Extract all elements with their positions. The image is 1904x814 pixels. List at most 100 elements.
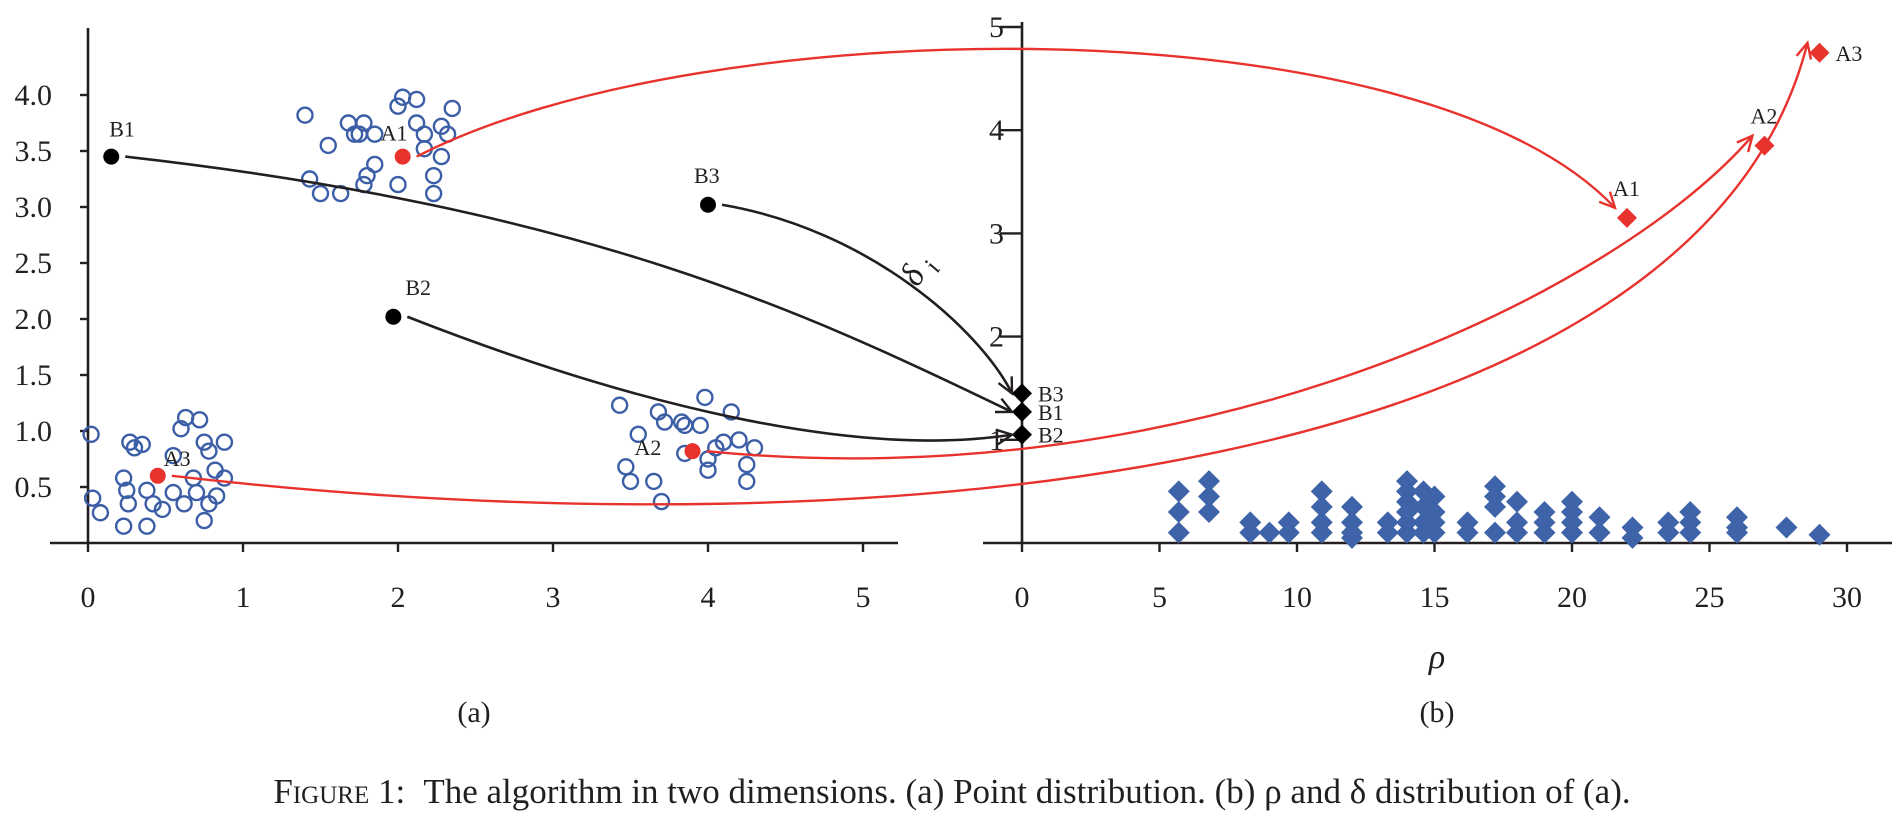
black-mapping-arrow (721, 203, 1014, 394)
panel-a-open-circle-point (331, 184, 350, 203)
delta-axis-title: δ i (893, 256, 947, 292)
panel-a-open-circle-point (621, 472, 640, 491)
panel-b-x-tick-label: 20 (1557, 581, 1587, 614)
caption-text: The algorithm in two dimensions. (a) Poi… (423, 772, 1630, 811)
panel-b-y-tick-label: 3 (989, 217, 1004, 250)
panel-b-diamond-point (1588, 506, 1611, 529)
panel-b-labeled-diamond (1809, 42, 1830, 63)
panel-a-point-label: B3 (694, 163, 720, 188)
panel-a-y-tick-label: 3.5 (15, 135, 53, 168)
panel-a-open-circle-point (82, 425, 100, 444)
panel-a-open-circle-point (138, 517, 156, 535)
panel-b-diamond-point (1198, 470, 1220, 493)
panel-a-open-circle-point (738, 455, 756, 474)
black-mapping-arrow (406, 315, 1013, 442)
panel-b-x-tick-label: 10 (1282, 581, 1312, 614)
panel-a-open-circle-point (118, 481, 136, 500)
panel-a-y-tick-label: 3.0 (15, 191, 53, 224)
panel-a-filled-point (684, 443, 701, 460)
panel-a-open-circle-point (672, 413, 691, 431)
panel-a-open-circle-point (300, 170, 319, 188)
panel-a-filled-point (149, 467, 166, 484)
mapping-arrows (125, 40, 1813, 506)
red-mapping-arrow (171, 42, 1809, 506)
panel-a-open-circle-point (121, 433, 139, 451)
panel-b-diamond-point (1657, 521, 1680, 544)
panel-a-filled-point (385, 308, 402, 325)
panel-a-open-circle-point (153, 500, 172, 519)
panel-b-x-axis-title: ρ (1428, 639, 1445, 676)
panel-b-point-label: A1 (1613, 176, 1640, 201)
panel-a-filled-point (103, 148, 120, 165)
panel-a-open-circle-point (389, 97, 407, 115)
panel-b-diamond-point (1484, 495, 1506, 518)
panel-b-diamond-point (1310, 480, 1333, 503)
panel-a-open-circle-point (407, 90, 426, 109)
panel-b-y-tick-label: 2 (989, 321, 1004, 354)
panel-a-open-circle-point (187, 483, 206, 502)
panel-a-open-circle-point (415, 125, 434, 143)
panel-b-x-tick-label: 30 (1832, 581, 1862, 614)
panel-b-diamond-point (1561, 521, 1583, 544)
panel-a-x-tick-label: 1 (236, 581, 251, 614)
panel-b-label: (b) (1420, 696, 1455, 729)
panel-a-open-circle-point (745, 439, 764, 457)
panel-b-diamond-point (1167, 501, 1190, 524)
panel-a-open-circle-point (144, 495, 162, 513)
panel-a-open-circle-point (200, 495, 218, 513)
panel-a-open-circle-point (133, 435, 151, 454)
panel-a-open-circle-point (175, 495, 193, 513)
panel-b-diamond-point (1588, 521, 1611, 544)
panel-a-y-tick-label: 1.5 (15, 359, 53, 392)
panel-a-y-tick-label: 0.5 (15, 471, 53, 504)
panel-b-diamond-point (1456, 521, 1479, 544)
panel-a-point-label: A2 (635, 435, 662, 460)
panel-a-y-tick-label: 2.0 (15, 303, 53, 336)
arrow-head (994, 397, 1015, 414)
panel-a-open-circle-point (366, 125, 384, 143)
panel-b-diamond-point (1808, 523, 1831, 546)
panel-a-open-circle-point (206, 461, 224, 479)
panel-a-open-circle-point (114, 469, 133, 487)
panel-a-open-circle-point (114, 517, 133, 535)
panel-b-x-tick-label: 5 (1152, 581, 1167, 614)
panel-a-y-tick-label: 2.5 (15, 247, 53, 280)
arrow-head (1598, 191, 1617, 210)
panel-b-diamond-point (1423, 521, 1446, 544)
arrow-head (1736, 133, 1755, 153)
arrow-head (1795, 40, 1813, 60)
panel-a-marks: B1 B2 B3 A1 A2 A3 (82, 88, 764, 535)
panel-a-ticks: 0 1 2 3 4 5 0.5 1.0 1.5 2.0 2.5 3.0 3.5 4.0 (15, 79, 871, 614)
panel-b-x-tick-label: 0 (1015, 581, 1030, 614)
panel-b-diamond-point (1506, 490, 1528, 513)
panel-b-diamond-point (1533, 521, 1556, 544)
panel-a-open-circle-point (91, 504, 110, 522)
panel-b-diamond-point (1310, 521, 1333, 544)
panel-b-diamond-point (1726, 521, 1748, 544)
panel-a-open-circle-point (424, 184, 443, 203)
panel-b-labeled-diamond (1012, 383, 1032, 404)
panel-a-open-circle-point (389, 175, 407, 194)
panel-a-open-circle-point (655, 413, 674, 431)
panel-a-open-circle-point (200, 442, 218, 460)
panel-a-y-tick-label: 1.0 (15, 415, 53, 448)
panel-b-point-label: A2 (1751, 104, 1778, 129)
panel-b-diamond-point (1506, 521, 1528, 544)
panel-a-open-circle-point (83, 489, 102, 507)
panel-b-diamond-point (1621, 526, 1644, 549)
panel-a-label: (a) (457, 696, 490, 729)
panel-a-open-circle-point (443, 99, 461, 118)
panel-b-diamond-point (1310, 495, 1333, 518)
caption-lead: Figure 1: (273, 772, 405, 811)
figure-caption: Figure 1: The algorithm in two dimension… (273, 772, 1630, 811)
red-mapping-arrow (706, 134, 1754, 460)
panel-a-x-tick-label: 4 (701, 581, 716, 614)
panel-a-open-circle-point (215, 469, 234, 487)
panel-b-x-tick-label: 25 (1695, 581, 1725, 614)
panel-b-diamond-point (1258, 521, 1281, 544)
panel-a-open-circle-point (699, 461, 717, 479)
panel-a-open-circle-point (125, 439, 144, 457)
